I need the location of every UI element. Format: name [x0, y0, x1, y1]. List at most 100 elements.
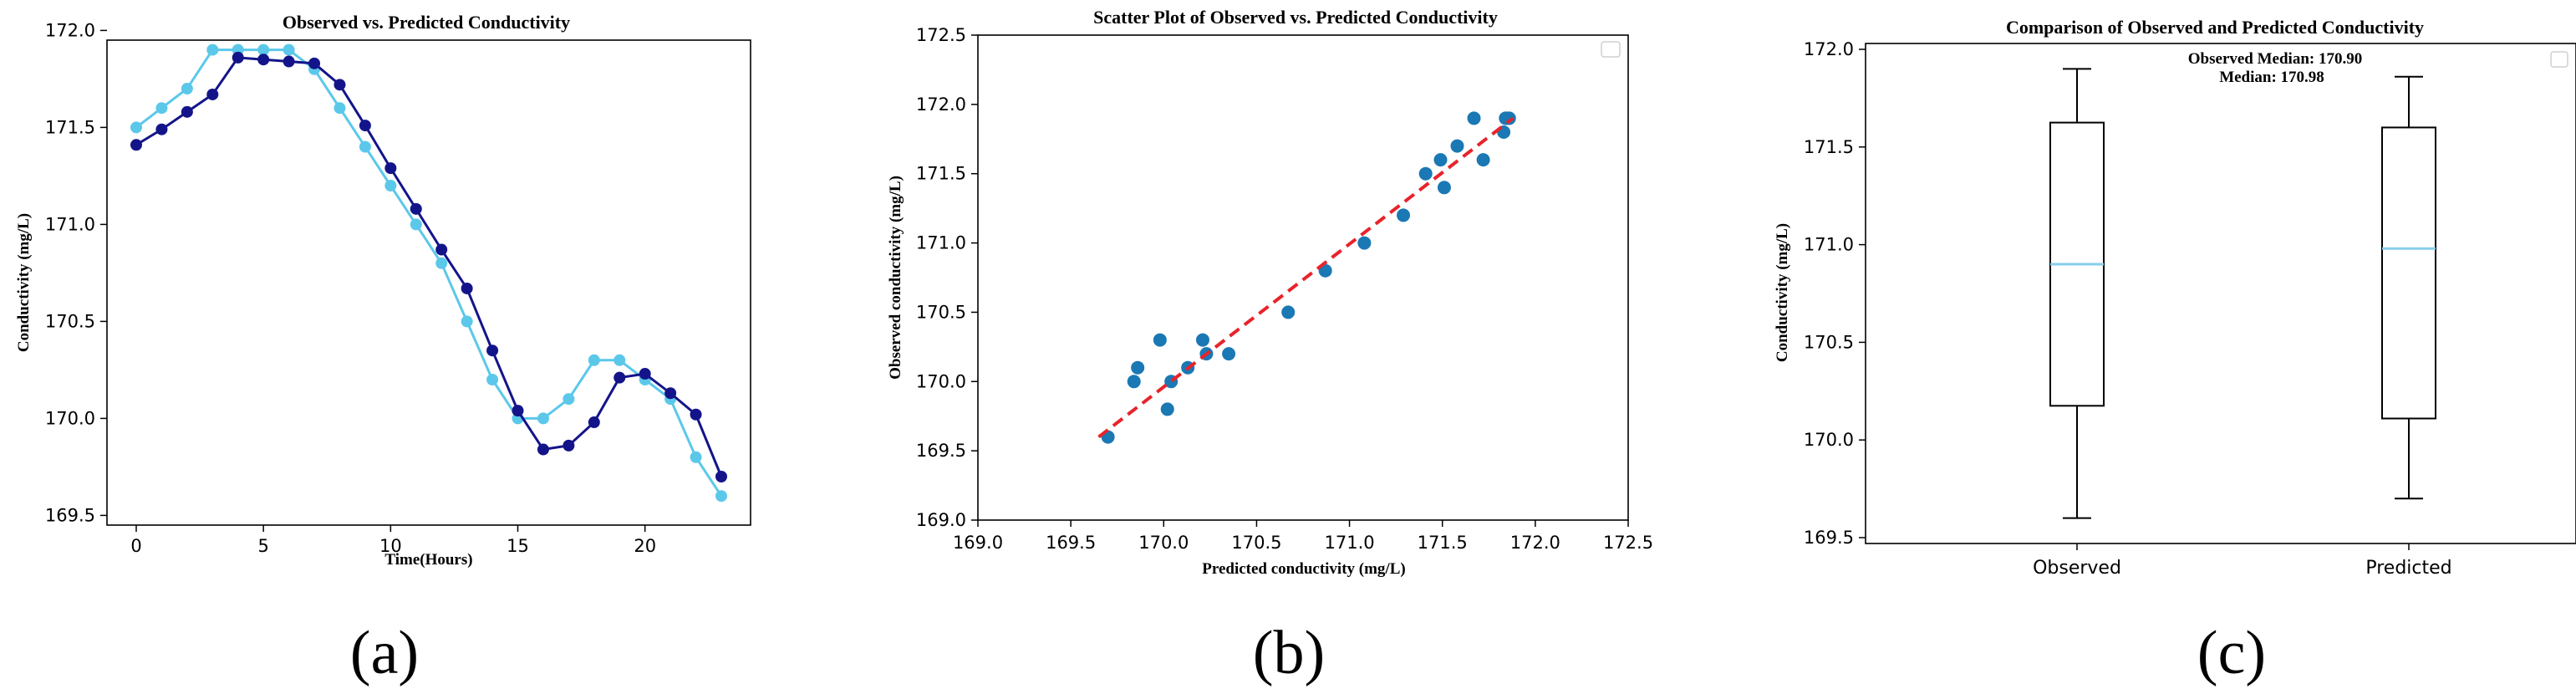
chart-a-point-predicted	[130, 139, 142, 151]
chart-a-point-predicted	[512, 405, 524, 417]
chart-b-point	[1450, 139, 1464, 153]
chart-b-ytick-label: 171.5	[916, 164, 966, 184]
chart-b-point	[1467, 111, 1481, 125]
chart-b-empty-legend	[1601, 41, 1621, 58]
box-predicted-iqr	[2381, 126, 2436, 420]
chart-b-ytick-label: 170.0	[916, 371, 966, 391]
chart-a-point-predicted	[639, 368, 651, 380]
chart-b-point	[1222, 347, 1236, 361]
chart-a-point-observed	[181, 83, 193, 94]
chart-a-point-observed	[130, 121, 142, 134]
chart-b-point	[1357, 236, 1372, 250]
chart-b-point	[1153, 333, 1167, 347]
chart-a-point-observed	[155, 102, 168, 115]
chart-b-title: Scatter Plot of Observed vs. Predicted C…	[1093, 7, 1498, 28]
chart-c-ytick-label: 171.5	[1804, 137, 1854, 157]
chart-b-ytick-label: 169.0	[916, 510, 966, 530]
chart-a-point-predicted	[486, 344, 499, 357]
chart-b-ylabel: Observed conductivity (mg/L)	[887, 176, 904, 380]
chart-c-ylabel: Conductivity (mg/L)	[1774, 223, 1791, 362]
chart-a-point-observed	[410, 218, 422, 231]
chart-a-xtick-label: 0	[130, 536, 141, 556]
panel-label-c: (c)	[2197, 619, 2266, 687]
chart-a-point-predicted	[333, 79, 346, 91]
chart-a-frame	[106, 39, 751, 526]
chart-a-ytick-label: 171.5	[45, 117, 95, 137]
chart-c-category-label: Predicted	[2365, 558, 2451, 579]
chart-b-point	[1127, 375, 1141, 389]
chart-c-ytick-label: 170.5	[1804, 332, 1854, 352]
chart-c: Comparison of Observed and Predicted Con…	[1774, 17, 2576, 579]
chart-b-xtick-label: 171.0	[1325, 533, 1375, 553]
chart-b-fit-line	[1097, 116, 1515, 439]
chart-b-xtick-label: 170.0	[1138, 533, 1189, 553]
chart-a-point-predicted	[461, 282, 473, 294]
chart-a-point-predicted	[257, 54, 270, 66]
chart-a-xtick-label: 5	[257, 536, 268, 556]
chart-c-annotation-observed: Observed Median: 170.90	[2188, 50, 2362, 68]
chart-a-point-observed	[257, 43, 270, 56]
chart-c-title: Comparison of Observed and Predicted Con…	[2006, 17, 2424, 38]
chart-a-xlabel: Time(Hours)	[384, 551, 472, 569]
chart-a: Observed vs. Predicted Conductivity 0 5 10…	[15, 12, 751, 569]
chart-a-point-observed	[359, 140, 371, 153]
chart-a-point-predicted	[206, 88, 219, 100]
chart-a-xtick-label: 15	[507, 536, 529, 556]
chart-b-frame	[977, 34, 1629, 521]
chart-b-point	[1281, 305, 1296, 319]
chart-b-point	[1131, 360, 1145, 375]
chart-c-frame	[1865, 43, 2576, 544]
chart-b-ytick-label: 170.5	[916, 302, 966, 322]
chart-b-point	[1433, 153, 1448, 167]
chart-a-point-observed	[613, 354, 626, 366]
chart-a-point-predicted	[359, 120, 371, 132]
chart-a-point-predicted	[588, 416, 600, 429]
chart-a-point-predicted	[181, 105, 193, 118]
chart-b-xtick-label: 171.5	[1418, 533, 1468, 553]
chart-c-empty-legend	[2550, 51, 2568, 68]
chart-b-xlabel: Predicted conductivity (mg/L)	[1202, 560, 1405, 578]
chart-c-ytick-label: 172.0	[1804, 39, 1854, 59]
chart-a-point-predicted	[308, 57, 321, 69]
chart-a-point-predicted	[155, 123, 168, 135]
chart-c-ytick-label: 171.0	[1804, 235, 1854, 255]
chart-a-point-observed	[486, 374, 499, 385]
chart-b: Scatter Plot of Observed vs. Predicted C…	[887, 7, 1653, 578]
chart-a-point-predicted	[410, 202, 422, 215]
chart-b-point	[1160, 402, 1174, 416]
chart-a-point-observed	[384, 180, 397, 191]
chart-a-line-observed	[135, 48, 723, 498]
chart-a-point-predicted	[613, 371, 626, 384]
chart-a-xtick-label: 20	[634, 536, 656, 556]
chart-a-line-predicted	[135, 56, 723, 477]
chart-a-point-observed	[333, 102, 346, 115]
chart-b-xtick-label: 169.5	[1046, 533, 1096, 553]
chart-a-point-predicted	[435, 243, 448, 256]
chart-b-ytick-label: 171.0	[916, 233, 966, 253]
chart-a-point-predicted	[563, 439, 575, 452]
chart-c-category-label: Observed	[2033, 558, 2121, 579]
chart-a-point-observed	[206, 43, 219, 56]
chart-b-point	[1418, 166, 1433, 181]
chart-a-point-observed	[690, 451, 702, 463]
chart-a-point-predicted	[232, 51, 244, 64]
chart-a-point-observed	[461, 315, 473, 328]
chart-a-point-predicted	[664, 387, 677, 400]
chart-c-ytick-label: 170.0	[1804, 430, 1854, 450]
panel-label-b: (b)	[1253, 619, 1325, 687]
chart-b-point	[1195, 333, 1209, 347]
chart-a-point-observed	[283, 43, 295, 56]
chart-a-point-predicted	[690, 408, 702, 421]
chart-a-point-observed	[537, 412, 549, 425]
chart-a-point-observed	[715, 490, 727, 503]
chart-b-ytick-label: 172.0	[916, 94, 966, 115]
chart-a-point-observed	[563, 393, 575, 406]
chart-b-xtick-label: 170.5	[1231, 533, 1281, 553]
chart-c-annotation-predicted: Median: 170.98	[2219, 69, 2324, 86]
chart-a-ytick-label: 172.0	[45, 20, 95, 40]
chart-b-point	[1437, 181, 1451, 195]
chart-a-point-predicted	[715, 471, 727, 482]
chart-b-xtick-label: 172.0	[1510, 533, 1560, 553]
chart-a-ytick-label: 169.5	[45, 505, 95, 525]
